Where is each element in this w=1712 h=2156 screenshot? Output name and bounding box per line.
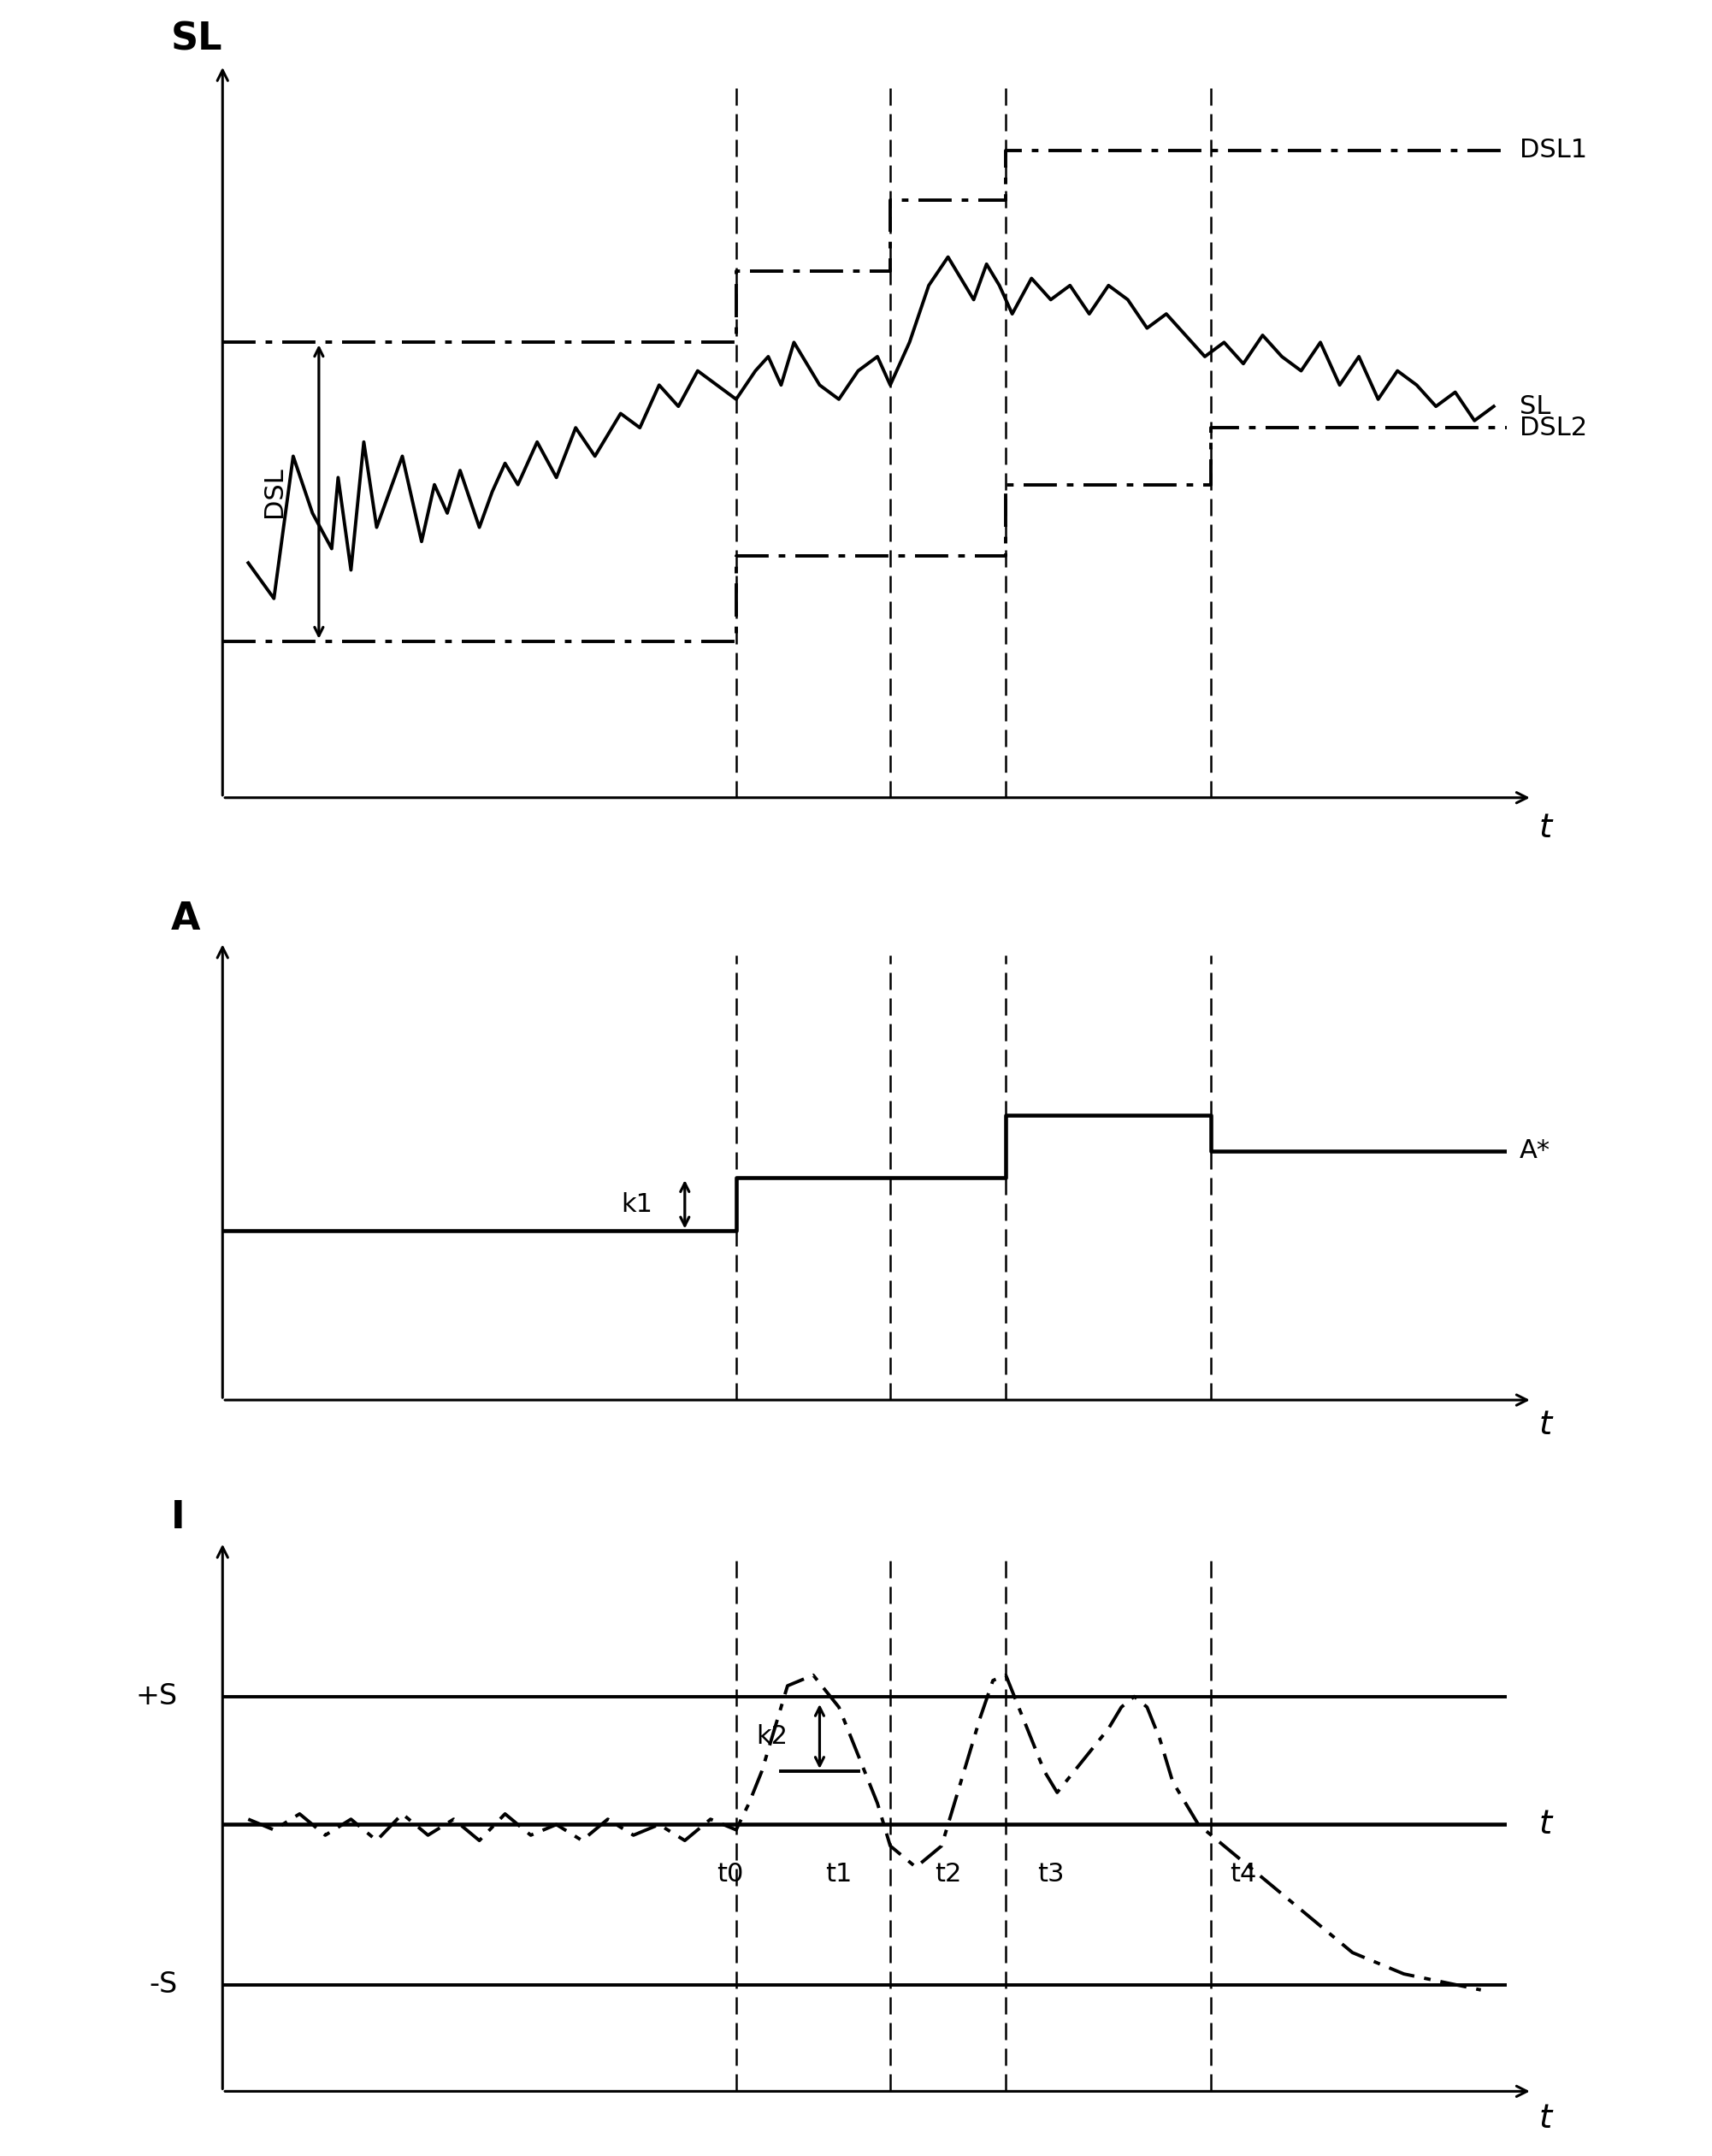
- Text: DSL: DSL: [262, 466, 286, 517]
- Text: SL: SL: [171, 22, 223, 58]
- Text: t: t: [1539, 813, 1551, 845]
- Text: t4: t4: [1229, 1863, 1257, 1886]
- Text: t0: t0: [716, 1863, 743, 1886]
- Text: I: I: [171, 1501, 185, 1537]
- Text: t: t: [1539, 1809, 1551, 1841]
- Text: -S: -S: [149, 1971, 178, 1999]
- Text: t3: t3: [1037, 1863, 1065, 1886]
- Text: +S: +S: [135, 1682, 178, 1710]
- Text: t: t: [1539, 1408, 1551, 1442]
- Text: k1: k1: [621, 1192, 652, 1216]
- Text: t: t: [1539, 2102, 1551, 2134]
- Text: t2: t2: [935, 1863, 962, 1886]
- Text: SL: SL: [1520, 395, 1551, 418]
- Text: DSL2: DSL2: [1520, 416, 1587, 440]
- Text: A*: A*: [1520, 1138, 1551, 1164]
- Text: A: A: [171, 901, 200, 938]
- Text: t1: t1: [825, 1863, 853, 1886]
- Text: DSL1: DSL1: [1520, 138, 1587, 162]
- Text: k2: k2: [757, 1725, 788, 1749]
